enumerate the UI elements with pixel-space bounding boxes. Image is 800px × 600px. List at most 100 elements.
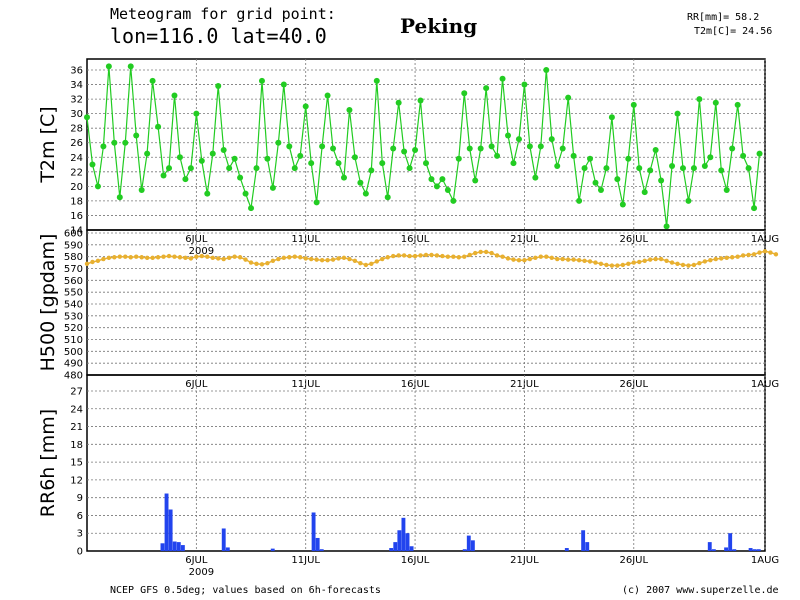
y-tick-label-t2m: 18 [70, 196, 83, 207]
data-point-h500 [352, 258, 358, 264]
data-point-h500 [101, 256, 106, 262]
data-point-t2m [280, 81, 287, 88]
data-point-t2m [745, 165, 752, 172]
data-point-h500 [549, 255, 554, 261]
precip-bar [176, 542, 181, 551]
data-point-h500 [287, 255, 292, 260]
data-point-t2m [488, 143, 495, 150]
data-point-h500 [298, 255, 303, 260]
data-point-h500 [740, 253, 746, 258]
y-tick-label-rr: 24 [70, 404, 83, 415]
data-point-h500 [735, 254, 740, 259]
data-point-h500 [243, 257, 248, 262]
data-point-h500 [412, 253, 418, 259]
data-point-t2m [740, 152, 747, 159]
data-point-t2m [127, 63, 134, 70]
y-tick-label-t2m: 34 [70, 80, 83, 91]
footer-source: NCEP GFS 0.5deg; values based on 6h-fore… [110, 585, 381, 596]
data-point-t2m [275, 139, 282, 146]
data-point-t2m [652, 147, 659, 153]
t2m-mean-readout: T2m[C]= 24.56 [694, 26, 773, 37]
y-tick-label-h500: 500 [64, 347, 83, 358]
y-tick-label-h500: 490 [64, 359, 83, 370]
data-point-h500 [511, 257, 516, 262]
data-point-t2m [253, 165, 260, 172]
data-point-t2m [302, 103, 309, 110]
footer-copyright: (c) 2007 www.superzelle.de [622, 585, 779, 596]
data-point-t2m [619, 201, 626, 208]
data-point-t2m [226, 165, 233, 172]
data-point-h500 [631, 260, 636, 265]
data-point-t2m [176, 154, 183, 161]
data-point-h500 [598, 261, 604, 266]
data-point-h500 [637, 259, 642, 265]
data-point-h500 [708, 258, 713, 263]
data-point-t2m [138, 187, 145, 193]
data-point-h500 [199, 253, 205, 259]
data-point-t2m [204, 190, 211, 197]
y-tick-label-t2m: 28 [70, 124, 83, 135]
data-point-h500 [139, 255, 144, 260]
data-point-t2m [603, 165, 610, 172]
y-tick-label-rr: 12 [70, 475, 83, 486]
data-point-h500 [751, 252, 757, 257]
y-tick-label-h500: 480 [64, 371, 83, 382]
data-point-h500 [341, 255, 347, 261]
data-point-t2m [379, 160, 386, 167]
y-tick-label-rr: 15 [70, 458, 83, 469]
data-point-h500 [724, 255, 729, 261]
data-point-h500 [653, 256, 658, 262]
data-point-t2m [472, 177, 479, 184]
data-point-h500 [221, 256, 226, 262]
data-point-t2m [89, 161, 96, 168]
panel-frame-rr [86, 374, 766, 552]
data-point-t2m [701, 163, 708, 169]
y-tick-label-t2m: 30 [70, 109, 83, 120]
data-point-t2m [499, 75, 506, 82]
data-point-t2m [723, 187, 730, 193]
data-point-t2m [658, 177, 665, 184]
data-point-t2m [351, 154, 358, 161]
data-point-t2m [543, 67, 550, 73]
data-point-h500 [281, 255, 287, 261]
data-point-h500 [423, 252, 429, 258]
data-point-h500 [697, 260, 702, 266]
precip-bar [564, 548, 569, 551]
precip-bar [221, 528, 226, 551]
data-point-t2m [477, 145, 484, 152]
data-point-t2m [313, 199, 320, 206]
data-point-t2m [707, 154, 714, 161]
header-title: Meteogram for grid point: [110, 5, 336, 23]
data-point-t2m [565, 94, 572, 101]
data-point-t2m [679, 165, 686, 172]
data-point-h500 [363, 262, 369, 268]
data-point-h500 [183, 255, 188, 261]
data-point-t2m [406, 165, 413, 172]
data-point-h500 [210, 255, 215, 261]
data-point-t2m [625, 155, 632, 162]
data-point-t2m [340, 174, 347, 181]
data-point-h500 [516, 258, 522, 263]
precip-bar [164, 493, 169, 551]
data-point-t2m [521, 81, 528, 88]
data-point-h500 [555, 256, 560, 262]
x-tick-label-rr: 6JUL [185, 555, 208, 566]
precip-bar [462, 549, 467, 551]
data-point-t2m [215, 83, 222, 89]
data-point-t2m [373, 77, 380, 84]
precip-bar [401, 517, 406, 551]
y-tick-label-rr: 21 [70, 422, 83, 433]
data-point-h500 [112, 255, 117, 260]
data-point-h500 [144, 255, 150, 261]
data-point-h500 [587, 259, 593, 264]
data-point-h500 [166, 253, 172, 259]
data-point-t2m [100, 143, 107, 150]
data-point-t2m [220, 147, 227, 153]
data-point-h500 [380, 256, 385, 262]
precip-bar [405, 533, 410, 551]
data-point-t2m [510, 160, 517, 167]
data-point-h500 [396, 253, 401, 258]
data-point-t2m [444, 187, 451, 193]
data-point-h500 [134, 254, 139, 259]
data-point-h500 [675, 261, 680, 266]
